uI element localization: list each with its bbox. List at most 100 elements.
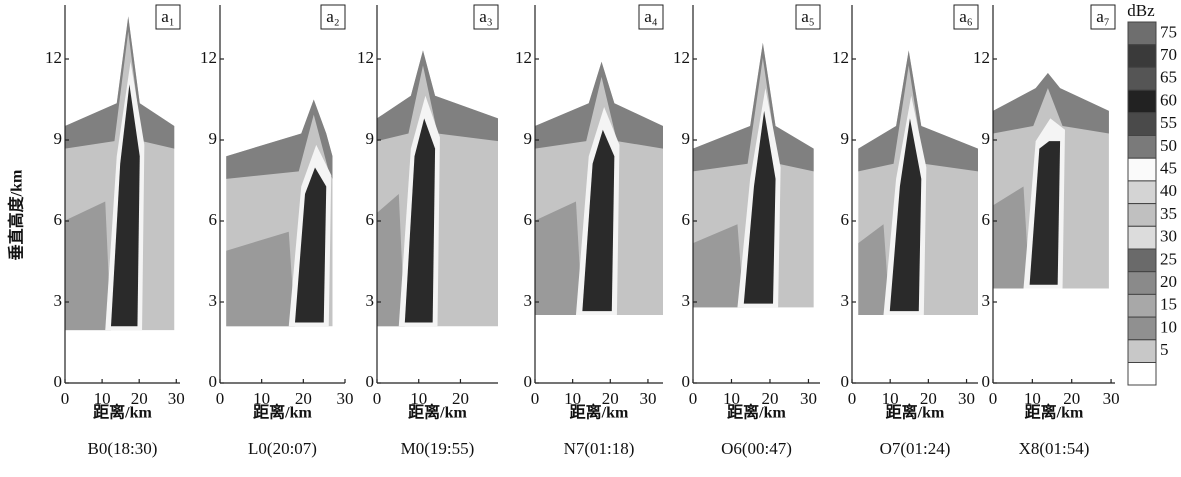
y-tick-label: 12 xyxy=(832,48,849,67)
colorbar-box xyxy=(1127,203,1157,227)
y-tick-label: 9 xyxy=(209,129,218,148)
x-tick-label: 0 xyxy=(689,389,698,408)
x-tick-label: 10 xyxy=(94,389,111,408)
y-tick-label: 9 xyxy=(524,129,533,148)
colorbar-label: 75 xyxy=(1160,22,1177,41)
panel-label-box xyxy=(473,4,499,30)
y-tick-label: 9 xyxy=(841,129,850,148)
y-tick-label: 12 xyxy=(45,48,62,67)
colorbar-box xyxy=(1127,248,1157,273)
panel-label-box xyxy=(155,4,181,30)
panel-label: a₂ xyxy=(326,7,339,26)
colorbar-label: 20 xyxy=(1160,272,1177,291)
x-tick-label: 30 xyxy=(1103,389,1120,408)
x-tick-label: 20 xyxy=(920,389,937,408)
panel-label: a₅ xyxy=(801,7,815,26)
echo-mid xyxy=(535,201,583,315)
panel-title: X8(01:54) xyxy=(1019,439,1090,458)
colorbar-box xyxy=(1127,180,1157,205)
echo-mid xyxy=(65,201,111,331)
x-axis-label: 距离/km xyxy=(570,403,629,422)
y-tick-label: 0 xyxy=(982,372,991,391)
y-tick-label: 0 xyxy=(682,372,691,391)
echo-upper xyxy=(226,99,333,179)
panel-title: O6(00:47) xyxy=(721,439,792,458)
echo-upper xyxy=(993,73,1109,134)
colorbar-label: 10 xyxy=(1160,317,1177,336)
y-tick-label: 9 xyxy=(682,129,691,148)
panel-title: N7(01:18) xyxy=(564,439,635,458)
colorbar-label: 60 xyxy=(1160,90,1177,109)
x-tick-label: 30 xyxy=(800,389,817,408)
echo-core xyxy=(404,118,436,323)
colorbar-title: dBz xyxy=(1127,1,1155,20)
colorbar-blank xyxy=(1127,361,1157,386)
y-tick-label: 6 xyxy=(54,210,63,229)
x-tick-label: 30 xyxy=(337,389,354,408)
echo-upper xyxy=(693,42,814,172)
x-tick-label: 10 xyxy=(1024,389,1041,408)
echo-mid xyxy=(377,194,405,327)
panel-label: a₆ xyxy=(959,7,973,26)
x-tick-label: 0 xyxy=(989,389,998,408)
x-tick-label: 10 xyxy=(253,389,270,408)
y-tick-label: 9 xyxy=(366,129,375,148)
y-tick-label: 12 xyxy=(973,48,990,67)
x-tick-label: 20 xyxy=(602,389,619,408)
x-tick-label: 0 xyxy=(373,389,382,408)
x-tick-label: 30 xyxy=(639,389,656,408)
panel-title: B0(18:30) xyxy=(88,439,158,458)
echo-core xyxy=(1029,141,1061,285)
y-tick-label: 6 xyxy=(841,210,850,229)
y-tick-label: 12 xyxy=(200,48,217,67)
echo-upper xyxy=(858,50,978,172)
echo-mid xyxy=(693,224,744,308)
y-tick-label: 3 xyxy=(841,291,850,310)
echo-upper xyxy=(65,16,175,149)
y-tick-label: 6 xyxy=(682,210,691,229)
panel-label-box xyxy=(953,4,979,30)
colorbar-label: 5 xyxy=(1160,340,1169,359)
panel-title: L0(20:07) xyxy=(248,439,317,458)
colorbar-label: 30 xyxy=(1160,227,1177,246)
x-tick-label: 30 xyxy=(168,389,185,408)
y-tick-label: 12 xyxy=(515,48,532,67)
echo-upper xyxy=(535,61,663,149)
panel-label-box xyxy=(795,4,821,30)
echo-core xyxy=(889,118,922,312)
colorbar-box xyxy=(1127,293,1157,318)
x-tick-label: 0 xyxy=(531,389,540,408)
echo-upper xyxy=(377,50,498,142)
x-axis-label: 距离/km xyxy=(408,403,467,422)
y-tick-label: 6 xyxy=(982,210,991,229)
x-axis-label: 距离/km xyxy=(253,403,312,422)
x-tick-label: 0 xyxy=(61,389,70,408)
y-tick-label: 0 xyxy=(54,372,63,391)
x-tick-label: 10 xyxy=(564,389,581,408)
x-tick-label: 20 xyxy=(1063,389,1080,408)
colorbar-box xyxy=(1127,89,1157,114)
colorbar-label: 70 xyxy=(1160,45,1177,64)
colorbar-box xyxy=(1127,66,1157,91)
echo-core xyxy=(111,84,140,327)
colorbar-label: 15 xyxy=(1160,295,1177,314)
y-tick-label: 0 xyxy=(524,372,533,391)
y-tick-label: 6 xyxy=(524,210,533,229)
colorbar-box xyxy=(1127,135,1157,159)
y-tick-label: 3 xyxy=(209,291,218,310)
colorbar-box xyxy=(1127,21,1157,46)
echo-mid xyxy=(858,224,890,315)
x-axis-label: 距离/km xyxy=(1025,403,1084,422)
panel-title: O7(01:24) xyxy=(880,439,951,458)
y-tick-label: 3 xyxy=(982,291,991,310)
colorbar-box xyxy=(1127,225,1157,250)
y-tick-label: 12 xyxy=(673,48,690,67)
colorbar-label: 55 xyxy=(1160,113,1177,132)
y-tick-label: 6 xyxy=(366,210,375,229)
x-tick-label: 0 xyxy=(848,389,857,408)
x-axis-label: 距离/km xyxy=(93,403,152,422)
x-tick-label: 0 xyxy=(216,389,225,408)
echo-core xyxy=(743,110,776,304)
x-tick-label: 20 xyxy=(131,389,148,408)
x-tick-label: 10 xyxy=(882,389,899,408)
